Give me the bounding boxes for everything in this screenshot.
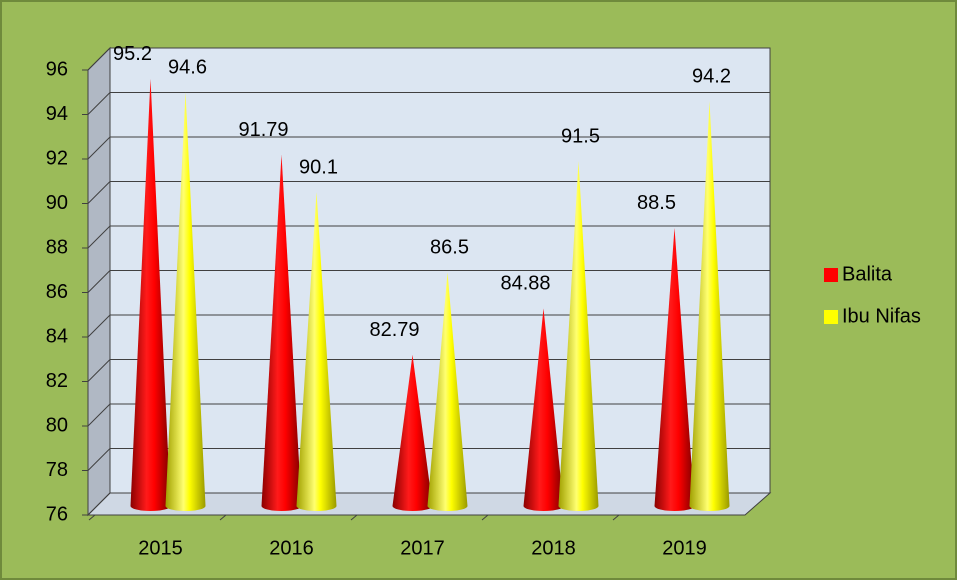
cone <box>392 354 433 512</box>
grid-line <box>87 47 770 71</box>
value-label: 91.79 <box>238 119 288 141</box>
value-label: 95.2 <box>113 43 152 65</box>
x-tick <box>350 514 358 521</box>
grid-line <box>87 314 770 338</box>
y-tick-label: 94 <box>46 103 68 125</box>
cone <box>296 192 337 512</box>
legend-label: Ibu Nifas <box>842 305 921 327</box>
cone <box>654 227 695 512</box>
y-tick-label: 96 <box>46 58 68 80</box>
y-tick-label: 78 <box>46 459 68 481</box>
legend-swatch <box>824 310 838 324</box>
y-tick-label: 88 <box>46 236 68 258</box>
x-tick <box>481 514 489 521</box>
legend-label: Balita <box>842 263 893 285</box>
grid-line <box>87 92 770 115</box>
x-tick <box>88 514 96 521</box>
x-tick <box>612 514 620 521</box>
x-tick-label: 2019 <box>662 537 707 559</box>
x-tick <box>219 514 227 521</box>
x-tick-label: 2017 <box>400 537 445 559</box>
y-tick-label: 92 <box>46 147 68 169</box>
cone <box>523 308 564 512</box>
y-tick-label: 90 <box>46 192 68 214</box>
y-tick-label: 84 <box>46 325 68 347</box>
grid-line <box>87 359 770 382</box>
value-label: 94.6 <box>168 56 207 78</box>
y-tick-label: 80 <box>46 414 68 436</box>
legend-swatch <box>824 268 838 282</box>
value-label: 84.88 <box>500 273 550 295</box>
value-label: 91.5 <box>561 125 600 147</box>
cone <box>558 161 599 512</box>
value-label: 90.1 <box>299 157 338 179</box>
grid-line <box>87 136 770 160</box>
value-label: 86.5 <box>430 237 469 259</box>
cone <box>427 272 468 512</box>
value-label: 82.79 <box>369 319 419 341</box>
value-label: 88.5 <box>637 192 676 214</box>
x-tick-label: 2018 <box>531 537 576 559</box>
x-tick-label: 2015 <box>138 537 183 559</box>
cone <box>130 78 171 512</box>
grid-line <box>87 181 770 204</box>
y-tick-label: 82 <box>46 370 68 392</box>
cone <box>689 101 730 512</box>
y-tick-label: 86 <box>46 281 68 303</box>
y-tick-label: 76 <box>46 503 68 525</box>
grid-line <box>87 270 770 293</box>
cone <box>165 92 206 512</box>
cone <box>261 154 302 512</box>
x-tick-label: 2016 <box>269 537 314 559</box>
grid-line <box>87 225 770 249</box>
value-label: 94.2 <box>692 65 731 87</box>
